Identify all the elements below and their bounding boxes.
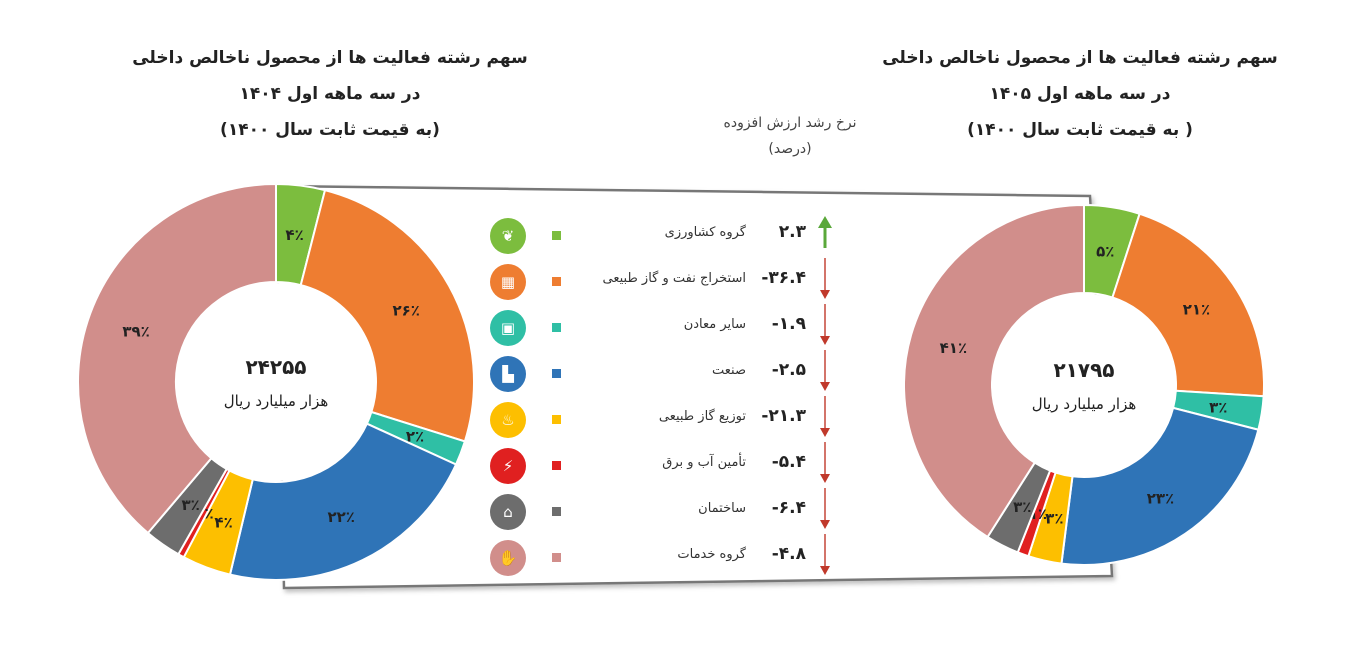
right-title-line-3: ( به قیمت ثابت سال ۱۴۰۰) (967, 120, 1193, 140)
legend-label: سایر معادن (683, 317, 746, 332)
right-slice-label-6: ۳٪ (1013, 498, 1031, 516)
right-center (993, 294, 1175, 476)
growth-value: -۳۶.۴ (761, 268, 806, 288)
right-slice-label-3: ۲۳٪ (1147, 489, 1174, 507)
legend-item: ▣ سایر معادن -۱.۹ (486, 308, 846, 348)
down-arrow-head (820, 474, 830, 483)
legend-label: گروه خدمات (677, 547, 746, 562)
left-center-value: ۲۴۲۵۵ (245, 355, 306, 379)
down-arrow-head (820, 382, 830, 391)
right-slice-label-1: ۲۱٪ (1183, 301, 1210, 319)
left-slice-label-3: ۲۲٪ (328, 508, 355, 526)
growth-value: -۱.۹ (771, 314, 806, 334)
right-slice-label-0: ۵٪ (1096, 243, 1114, 261)
left-title-line-3: (به قیمت ثابت سال ۱۴۰۰) (220, 120, 440, 140)
down-arrow-head (820, 290, 830, 299)
legend-swatch (552, 415, 561, 424)
left-slice-1 (299, 188, 475, 443)
oil-barrels-icon: ▦ (490, 264, 526, 300)
down-arrow-head (820, 566, 830, 575)
services-hand-icon: ✋ (490, 540, 526, 576)
growth-value: -۴.۸ (771, 544, 806, 564)
left-chart-title: سهم رشته فعالیت ها از محصول ناخالص داخلی… (120, 40, 540, 148)
right-slice-label-2: ۳٪ (1209, 398, 1227, 416)
growth-value: -۵.۴ (771, 452, 806, 472)
left-slice-label-7: ۳۹٪ (122, 323, 149, 341)
growth-rate-title: نرخ رشد ارزش افزوده (723, 115, 857, 131)
right-slice-label-7: ۴۱٪ (940, 339, 967, 357)
left-slice-label-1: ۲۶٪ (392, 302, 419, 320)
mine-cart-icon: ▣ (490, 310, 526, 346)
growth-value: -۲۱.۳ (761, 406, 806, 426)
growth-value: ۲.۳ (778, 222, 806, 242)
right-center-unit: هزار میلیارد ریال (1032, 395, 1137, 413)
right-slice-label-4: ۳٪ (1045, 510, 1063, 528)
left-slice-7 (77, 182, 277, 535)
legend-swatch (552, 507, 561, 516)
left-title-line-2: در سه ماهه اول ۱۴۰۴ (239, 84, 421, 104)
right-slice-7 (903, 203, 1085, 539)
right-center-value: ۲۱۷۹۵ (1053, 358, 1114, 382)
right-title-line-1: سهم رشته فعالیت ها از محصول ناخالص داخلی (882, 48, 1278, 68)
legend-item: ♨ توزیع گاز طبیعی -۲۱.۳ (486, 400, 846, 440)
legend-swatch (552, 231, 561, 240)
left-slice-label-6: ۳٪ (182, 496, 200, 514)
factory-icon: ▙ (490, 356, 526, 392)
wheat-icon: ❦ (490, 218, 526, 254)
legend-item: ⌂ ساختمان -۶.۴ (486, 492, 846, 532)
gas-flame-icon: ♨ (490, 402, 526, 438)
growth-rate-unit: (درصد) (768, 141, 812, 157)
right-slice-1 (1111, 212, 1265, 398)
growth-value: -۲.۵ (771, 360, 806, 380)
legend-item: ▦ استخراج نفت و گاز طبیعی -۳۶.۴ (486, 262, 846, 302)
left-slice-label-4: ۴٪ (214, 513, 232, 531)
growth-arrows (818, 216, 832, 575)
legend-swatch (552, 277, 561, 286)
left-slice-label-2: ۲٪ (406, 428, 424, 446)
right-title-line-2: در سه ماهه اول ۱۴۰۵ (989, 84, 1171, 104)
growth-value: -۶.۴ (771, 498, 806, 518)
left-title-line-1: سهم رشته فعالیت ها از محصول ناخالص داخلی (132, 48, 528, 68)
right-chart-title: سهم رشته فعالیت ها از محصول ناخالص داخلی… (870, 40, 1290, 148)
electricity-icon: ⚡ (490, 448, 526, 484)
down-arrow-head (820, 520, 830, 529)
left-center-unit: هزار میلیارد ریال (224, 392, 329, 410)
legend-item: ⚡ تأمین آب و برق -۵.۴ (486, 446, 846, 486)
legend-item: ❦ گروه کشاورزی ۲.۳ (486, 216, 846, 256)
legend-swatch (552, 461, 561, 470)
growth-rate-header: نرخ رشد ارزش افزوده (درصد) (700, 110, 880, 162)
legend-label: گروه کشاورزی (664, 225, 746, 240)
legend-label: استخراج نفت و گاز طبیعی (602, 271, 747, 286)
down-arrow-head (820, 336, 830, 345)
left-center (177, 283, 375, 481)
up-arrow-head (818, 216, 832, 228)
left-slice-3 (228, 422, 458, 581)
legend-item: ▙ صنعت -۲.۵ (486, 354, 846, 394)
legend-swatch (552, 369, 561, 378)
left-slice-label-0: ۴٪ (285, 226, 303, 244)
construction-icon: ⌂ (490, 494, 526, 530)
legend-item: ✋ گروه خدمات -۴.۸ (486, 538, 846, 578)
down-arrow-head (820, 428, 830, 437)
legend-label: ساختمان (698, 501, 746, 516)
legend-swatch (552, 323, 561, 332)
right-slice-3 (1060, 406, 1260, 566)
legend-swatch (552, 553, 561, 562)
legend-label: توزیع گاز طبیعی (658, 409, 746, 424)
legend-label: تأمین آب و برق (662, 455, 746, 470)
legend-label: صنعت (712, 363, 746, 378)
